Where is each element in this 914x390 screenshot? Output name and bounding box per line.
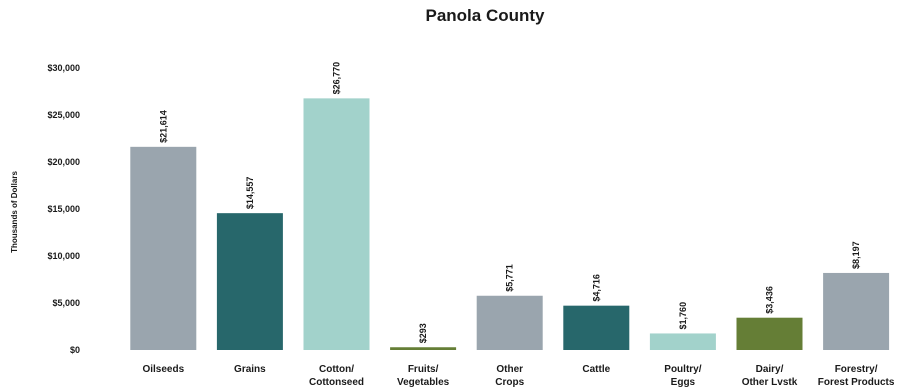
x-tick-label: Other Crops <box>495 364 524 388</box>
data-labels: $21,614 $14,557 $26,770 $293 $5,771 $4,716 $1,… <box>158 62 861 343</box>
y-tick-label: $5,000 <box>52 298 80 308</box>
data-label: $4,716 <box>591 274 601 302</box>
bar <box>216 213 283 350</box>
x-tick-label: Forestry/Forest Products <box>818 364 895 388</box>
bar <box>563 305 630 350</box>
x-tick-label: Cattle <box>582 364 610 375</box>
bar <box>390 347 457 350</box>
y-tick-label: $10,000 <box>47 251 80 261</box>
y-tick-label: $20,000 <box>47 157 80 167</box>
data-label: $21,614 <box>158 110 168 143</box>
bar <box>736 317 803 350</box>
data-label: $14,557 <box>245 177 255 210</box>
chart-title: Panola County <box>425 6 545 25</box>
bar <box>303 98 370 350</box>
bar <box>130 146 197 350</box>
x-tick-label: Cotton/Cottonseed <box>309 364 364 388</box>
y-tick-label: $30,000 <box>47 63 80 73</box>
bar <box>649 333 716 350</box>
data-label: $5,771 <box>505 264 515 292</box>
x-tick-label: Grains <box>234 364 266 375</box>
y-tick-label: $15,000 <box>47 204 80 214</box>
data-label: $3,436 <box>765 286 775 314</box>
x-tick-label: Oilseeds <box>142 364 184 375</box>
bar <box>476 295 543 350</box>
data-label: $1,760 <box>678 302 688 330</box>
x-axis-ticks: Oilseeds Grains Cotton/Cottonseed Fruits/Ve… <box>142 364 894 388</box>
data-label: $26,770 <box>332 62 342 95</box>
x-tick-label: Fruits/Vegetables <box>397 364 450 388</box>
bars <box>130 98 890 350</box>
data-label: $8,197 <box>851 241 861 269</box>
x-tick-label: Poultry/Eggs <box>664 364 701 388</box>
bar <box>823 272 890 350</box>
y-axis-ticks: $0 $5,000 $10,000 $15,000 $20,000 $25,000 $30,… <box>47 63 80 355</box>
data-label: $293 <box>418 323 428 343</box>
y-tick-label: $25,000 <box>47 110 80 120</box>
x-tick-label: Dairy/Other Lvstk <box>742 364 798 388</box>
y-axis-label: Thousands of Dollars <box>10 171 19 253</box>
y-tick-label: $0 <box>70 345 80 355</box>
